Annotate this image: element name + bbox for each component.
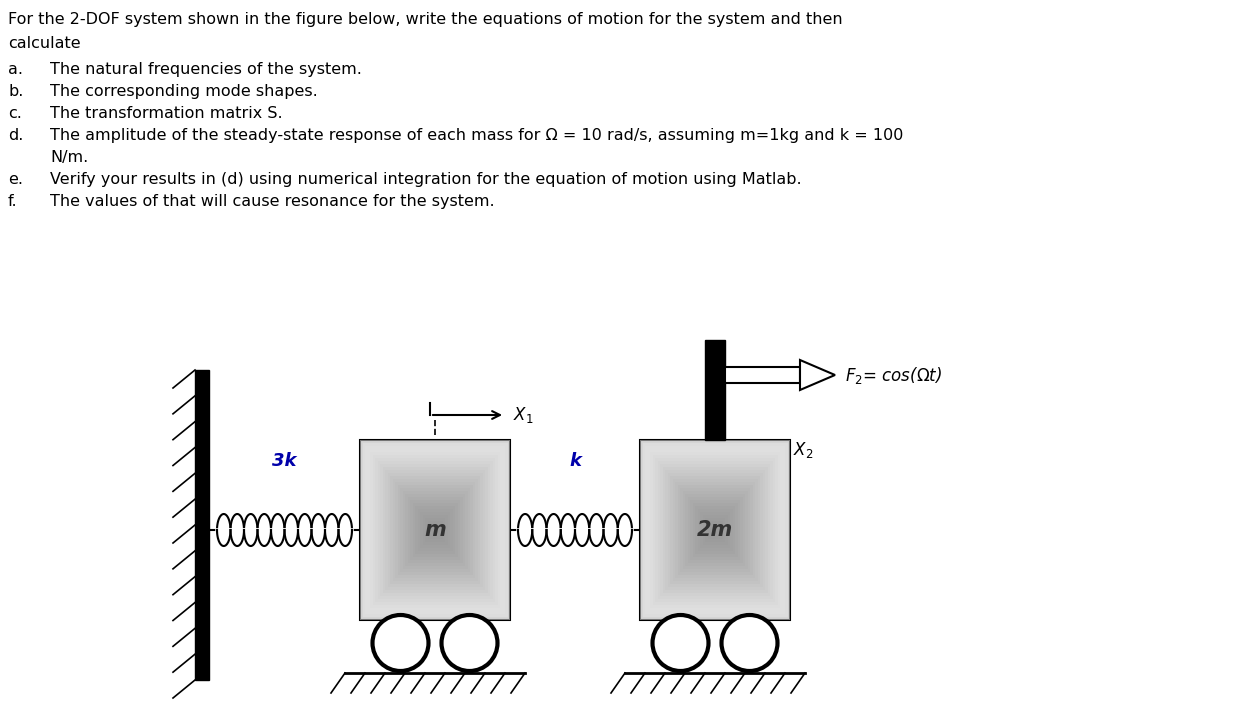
Bar: [683, 491, 747, 569]
Text: 3k: 3k: [272, 452, 297, 470]
Text: calculate: calculate: [8, 36, 81, 51]
Bar: [712, 527, 717, 533]
Text: e.: e.: [8, 172, 23, 187]
Text: Verify your results in (d) using numerical integration for the equation of motio: Verify your results in (d) using numeric…: [50, 172, 801, 187]
Bar: [640, 440, 790, 620]
Bar: [709, 524, 719, 536]
Bar: [383, 467, 488, 593]
Bar: [645, 446, 785, 614]
Bar: [650, 452, 780, 608]
Bar: [363, 443, 508, 617]
Bar: [399, 488, 470, 572]
Bar: [685, 494, 745, 566]
Bar: [698, 509, 732, 551]
Bar: [368, 449, 503, 611]
Circle shape: [373, 615, 428, 671]
Bar: [680, 488, 750, 572]
Bar: [655, 458, 775, 602]
Bar: [706, 518, 724, 542]
Text: The transformation matrix S.: The transformation matrix S.: [50, 106, 282, 121]
Circle shape: [722, 615, 777, 671]
Polygon shape: [800, 360, 835, 390]
Text: N/m.: N/m.: [50, 150, 88, 165]
Bar: [675, 482, 755, 578]
Text: 2m: 2m: [697, 520, 733, 540]
Bar: [360, 440, 510, 620]
Bar: [404, 494, 465, 566]
Bar: [195, 370, 209, 680]
Bar: [430, 524, 440, 536]
Text: $X_2$: $X_2$: [793, 440, 814, 460]
Bar: [653, 455, 777, 605]
Bar: [706, 340, 724, 440]
Bar: [417, 509, 452, 551]
Bar: [373, 455, 498, 605]
Bar: [432, 527, 437, 533]
Bar: [693, 503, 737, 557]
Text: a.: a.: [8, 62, 23, 77]
Text: f.: f.: [8, 194, 18, 209]
Bar: [402, 491, 467, 569]
Bar: [690, 500, 740, 560]
Text: The corresponding mode shapes.: The corresponding mode shapes.: [50, 84, 318, 99]
Bar: [394, 482, 475, 578]
Text: k: k: [570, 452, 581, 470]
Bar: [703, 515, 727, 545]
Bar: [415, 506, 455, 554]
Text: m: m: [425, 520, 446, 540]
Bar: [378, 461, 493, 599]
Bar: [375, 458, 495, 602]
Bar: [407, 497, 462, 563]
Bar: [393, 479, 478, 581]
Text: c.: c.: [8, 106, 21, 121]
Bar: [663, 467, 767, 593]
Bar: [360, 440, 510, 620]
Bar: [643, 443, 788, 617]
Bar: [668, 473, 762, 587]
Bar: [673, 479, 757, 581]
Bar: [658, 461, 772, 599]
Bar: [381, 464, 490, 596]
Text: The amplitude of the steady-state response of each mass for Ω = 10 rad/s, assumi: The amplitude of the steady-state respon…: [50, 128, 903, 143]
Bar: [665, 470, 765, 590]
Bar: [386, 470, 485, 590]
Text: d.: d.: [8, 128, 24, 143]
Bar: [388, 473, 483, 587]
Bar: [640, 440, 790, 620]
Text: For the 2-DOF system shown in the figure below, write the equations of motion fo: For the 2-DOF system shown in the figure…: [8, 12, 843, 27]
Bar: [648, 449, 782, 611]
Bar: [397, 485, 472, 575]
Bar: [422, 515, 447, 545]
Bar: [370, 452, 500, 608]
Circle shape: [653, 615, 708, 671]
Bar: [660, 464, 770, 596]
Bar: [724, 367, 800, 383]
Text: The natural frequencies of the system.: The natural frequencies of the system.: [50, 62, 362, 77]
Text: $X_1$: $X_1$: [513, 405, 533, 425]
Bar: [410, 500, 460, 560]
Bar: [412, 503, 457, 557]
Bar: [708, 521, 722, 539]
Text: b.: b.: [8, 84, 24, 99]
Bar: [427, 521, 442, 539]
Text: The values of that will cause resonance for the system.: The values of that will cause resonance …: [50, 194, 495, 209]
Bar: [425, 518, 445, 542]
Bar: [696, 506, 735, 554]
Bar: [678, 485, 752, 575]
Circle shape: [441, 615, 498, 671]
Bar: [420, 512, 450, 548]
Bar: [701, 512, 730, 548]
Bar: [391, 476, 480, 584]
Bar: [670, 476, 760, 584]
Bar: [688, 497, 742, 563]
Bar: [365, 446, 505, 614]
Text: $F_2$= cos($\Omega t$): $F_2$= cos($\Omega t$): [845, 364, 942, 385]
